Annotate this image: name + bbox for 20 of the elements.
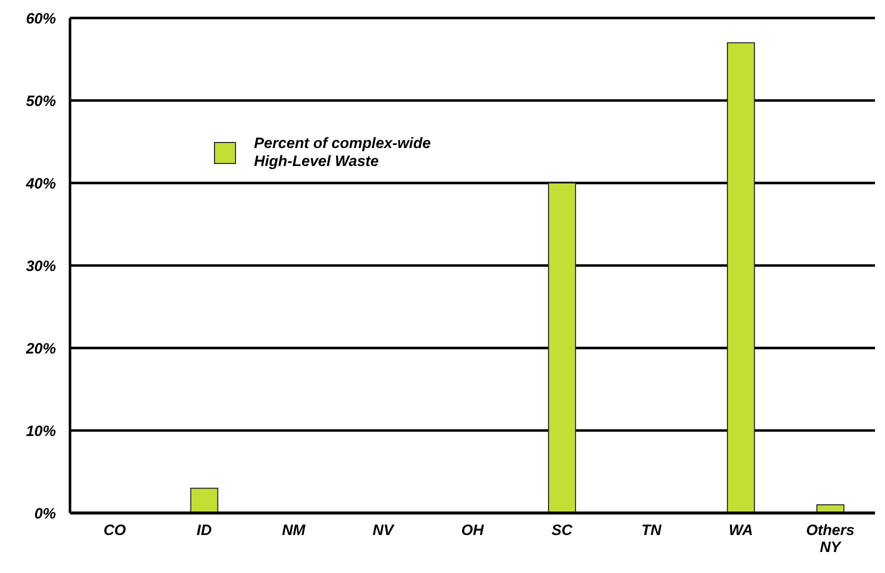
y-tick-label: 60% — [26, 10, 56, 28]
bar — [726, 42, 755, 513]
y-tick-label: 20% — [24, 340, 56, 358]
x-tick-label: OH — [461, 522, 485, 539]
x-tick-label: Others NY — [806, 522, 854, 556]
y-tick-label: 0% — [34, 505, 56, 522]
y-tick-label: 50% — [26, 92, 56, 110]
bar — [190, 488, 218, 513]
x-tick-label: NV — [372, 522, 396, 539]
x-tick-label: NM — [282, 522, 306, 539]
x-tick-label: CO — [103, 522, 126, 539]
x-tick-label: ID — [196, 522, 212, 539]
x-tick-label: TN — [641, 522, 663, 539]
x-tick-label: SC — [552, 522, 574, 539]
y-tick-label: 10% — [26, 422, 56, 440]
legend-label: Percent of complex-wide High-Level Waste — [254, 135, 431, 171]
x-tick-label: WA — [728, 522, 753, 539]
y-tick-label: 30% — [26, 258, 56, 275]
y-tick-label: 40% — [24, 175, 56, 192]
bar — [548, 182, 576, 513]
